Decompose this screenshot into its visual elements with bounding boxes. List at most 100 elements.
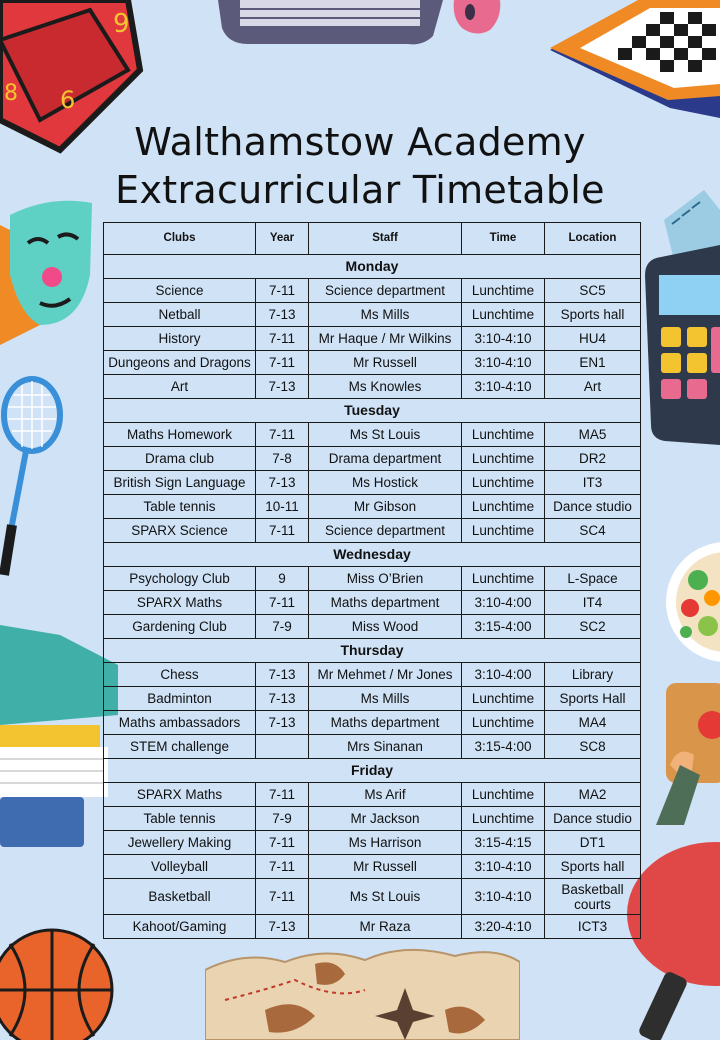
cell-staff: Ms Mills xyxy=(308,686,462,711)
header-row: Clubs Year Staff Time Location xyxy=(103,222,641,255)
day-heading: Tuesday xyxy=(103,398,641,423)
table-row: History 7-11 Mr Haque / Mr Wilkins 3:10-4:1… xyxy=(103,326,641,351)
header-year: Year xyxy=(255,222,309,255)
cell-club: STEM challenge xyxy=(103,734,256,759)
cell-year: 7-9 xyxy=(255,806,309,831)
cell-club: Table tennis xyxy=(103,494,256,519)
cell-staff: Miss O’Brien xyxy=(308,566,462,591)
cell-time: 3:15-4:15 xyxy=(461,830,545,855)
cell-club: Kahoot/Gaming xyxy=(103,914,256,939)
cell-location: MA2 xyxy=(544,782,641,807)
basketball-icon xyxy=(0,928,114,1040)
cell-time: Lunchtime xyxy=(461,518,545,543)
cell-club: British Sign Language xyxy=(103,470,256,495)
cell-year: 7-11 xyxy=(255,878,309,915)
table-row: SPARX Maths 7-11 Maths department 3:10-4:00… xyxy=(103,590,641,615)
cell-time: Lunchtime xyxy=(461,278,545,303)
cell-year: 7-11 xyxy=(255,350,309,375)
cell-club: Dungeons and Dragons xyxy=(103,350,256,375)
timetable: Clubs Year Staff Time Location Monday Sci… xyxy=(103,222,641,939)
cell-club: SPARX Science xyxy=(103,518,256,543)
cell-time: Lunchtime xyxy=(461,806,545,831)
day-row-wednesday: Wednesday xyxy=(103,542,641,567)
cell-staff: Mr Haque / Mr Wilkins xyxy=(308,326,462,351)
cell-location: Library xyxy=(544,662,641,687)
cell-location: Sports hall xyxy=(544,854,641,879)
cell-club: Maths ambassadors xyxy=(103,710,256,735)
cell-club: SPARX Maths xyxy=(103,590,256,615)
table-tennis-bat-icon xyxy=(627,842,720,1040)
header-staff: Staff xyxy=(308,222,462,255)
cell-year: 7-9 xyxy=(255,614,309,639)
cell-staff: Maths department xyxy=(308,590,462,615)
table-row: SPARX Science 7-11 Science department Lunch… xyxy=(103,518,641,543)
table-row: Table tennis 10-11 Mr Gibson Lunchtime Dance… xyxy=(103,494,641,519)
cell-time: 3:20-4:10 xyxy=(461,914,545,939)
cell-time: 3:10-4:00 xyxy=(461,662,545,687)
cell-club: Basketball xyxy=(103,878,256,915)
table-row: Volleyball 7-11 Mr Russell 3:10-4:10 Sports … xyxy=(103,854,641,879)
cell-club: Badminton xyxy=(103,686,256,711)
cell-location: HU4 xyxy=(544,326,641,351)
cell-club: Netball xyxy=(103,302,256,327)
svg-text:9: 9 xyxy=(113,9,130,39)
table-row: British Sign Language 7-13 Ms Hostick Lunch… xyxy=(103,470,641,495)
cell-staff: Drama department xyxy=(308,446,462,471)
cell-club: Gardening Club xyxy=(103,614,256,639)
header-clubs: Clubs xyxy=(103,222,256,255)
cell-location: Sports Hall xyxy=(544,686,641,711)
salad-bowl-icon xyxy=(666,542,720,662)
table-row: Jewellery Making 7-11 Ms Harrison 3:15-4:15… xyxy=(103,830,641,855)
cell-club: Table tennis xyxy=(103,806,256,831)
page-title: Walthamstow Academy Extracurricular Time… xyxy=(0,118,720,214)
day-heading: Wednesday xyxy=(103,542,641,567)
cell-time: 3:10-4:10 xyxy=(461,878,545,915)
cell-year: 9 xyxy=(255,566,309,591)
table-row: Netball 7-13 Ms Mills Lunchtime Sports hall xyxy=(103,302,641,327)
cell-year: 7-13 xyxy=(255,470,309,495)
cell-time: 3:10-4:10 xyxy=(461,350,545,375)
cell-staff: Mr Gibson xyxy=(308,494,462,519)
cell-year xyxy=(255,734,309,759)
table-row: Art 7-13 Ms Knowles 3:10-4:10 Art xyxy=(103,374,641,399)
cell-time: Lunchtime xyxy=(461,686,545,711)
cell-location: SC8 xyxy=(544,734,641,759)
cell-location: MA5 xyxy=(544,422,641,447)
cell-club: Maths Homework xyxy=(103,422,256,447)
cell-time: 3:10-4:10 xyxy=(461,374,545,399)
dice-icon: 9 6 8 xyxy=(0,0,144,154)
cell-staff: Ms Arif xyxy=(308,782,462,807)
cell-year: 7-11 xyxy=(255,590,309,615)
badminton-racket-icon xyxy=(0,376,63,576)
cell-staff: Ms St Louis xyxy=(308,878,462,915)
cell-year: 7-8 xyxy=(255,446,309,471)
cell-year: 7-11 xyxy=(255,782,309,807)
table-row: STEM challenge Mrs Sinanan 3:15-4:00 SC8 xyxy=(103,734,641,759)
day-row-tuesday: Tuesday xyxy=(103,398,641,423)
cell-time: Lunchtime xyxy=(461,782,545,807)
cell-club: Art xyxy=(103,374,256,399)
theatre-mask-icon xyxy=(0,200,92,345)
calculator-icon xyxy=(645,245,720,445)
cell-year: 7-13 xyxy=(255,302,309,327)
day-heading: Monday xyxy=(103,254,641,279)
cell-staff: Mr Mehmet / Mr Jones xyxy=(308,662,462,687)
cell-staff: Mr Raza xyxy=(308,914,462,939)
cell-year: 7-13 xyxy=(255,914,309,939)
cell-time: 3:10-4:10 xyxy=(461,326,545,351)
cell-location: DR2 xyxy=(544,446,641,471)
cell-club: Psychology Club xyxy=(103,566,256,591)
cell-time: Lunchtime xyxy=(461,446,545,471)
cell-location: L-Space xyxy=(544,566,641,591)
table-row: Dungeons and Dragons 7-11 Mr Russell 3:10-4… xyxy=(103,350,641,375)
cell-club: Drama club xyxy=(103,446,256,471)
keyboard-icon xyxy=(218,0,443,45)
header-location: Location xyxy=(544,222,641,255)
table-row: SPARX Maths 7-11 Ms Arif Lunchtime MA2 xyxy=(103,782,641,807)
cell-year: 7-13 xyxy=(255,662,309,687)
cell-club: Chess xyxy=(103,662,256,687)
table-row: Basketball 7-11 Ms St Louis 3:10-4:10 Basket… xyxy=(103,878,641,915)
table-row: Maths Homework 7-11 Ms St Louis Lunchtime MA… xyxy=(103,422,641,447)
cell-time: Lunchtime xyxy=(461,302,545,327)
mouse-icon xyxy=(453,0,501,34)
